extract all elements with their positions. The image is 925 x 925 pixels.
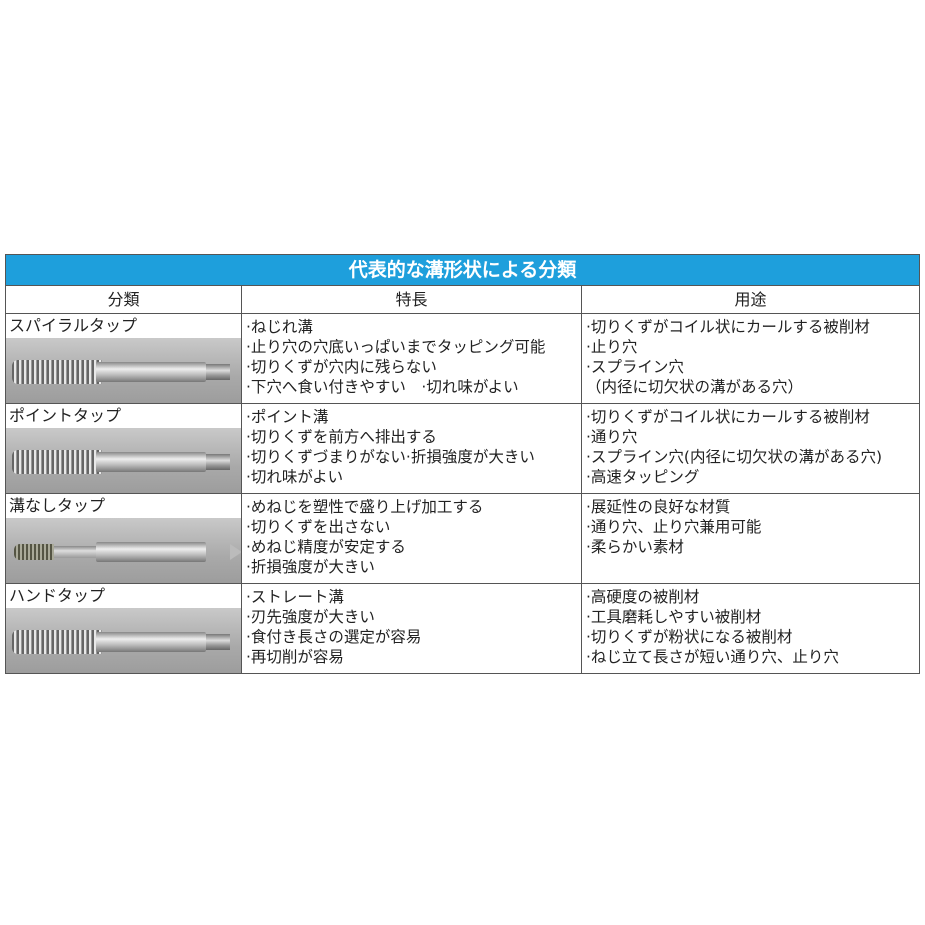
header-uses: 用途 bbox=[734, 290, 767, 309]
table-row: ハンドタップ ·ストレート溝 ·刃先強度が大きい ·食付き長さの選定が容易 ·再切削が… bbox=[6, 584, 919, 673]
header-row: 分類 特長 用途 bbox=[6, 286, 919, 314]
features-cell: ·ねじれ溝 ·止り穴の穴底いっぱいまでタッピング可能 ·切りくずが穴内に残らない ·下… bbox=[242, 314, 582, 403]
tap-name: 溝なしタップ bbox=[9, 496, 106, 515]
uses-cell: ·展延性の良好な材質 ·通り穴、止り穴兼用可能 ·柔らかい素材 bbox=[586, 498, 762, 556]
fluteless-tap-photo bbox=[6, 518, 241, 583]
header-features: 特長 bbox=[242, 286, 582, 313]
table-row: スパイラルタップ ·ねじれ溝 ·止り穴の穴底いっぱいまでタッピング可能 ·切りくずが… bbox=[6, 314, 919, 404]
features-cell: ·ストレート溝 ·刃先強度が大きい ·食付き長さの選定が容易 ·再切削が容易 bbox=[242, 584, 582, 673]
tap-name: ポイントタップ bbox=[9, 406, 122, 425]
features-cell: ·ポイント溝 ·切りくずを前方へ排出する ·切りくずづまりがない·折損強度が大きい ·… bbox=[242, 404, 582, 493]
table-row: ポイントタップ ·ポイント溝 ·切りくずを前方へ排出する ·切りくずづまりがない·折… bbox=[6, 404, 919, 494]
point-tap-photo bbox=[6, 428, 241, 493]
tap-name: ハンドタップ bbox=[9, 586, 106, 605]
uses-cell: ·高硬度の被削材 ·工具磨耗しやすい被削材 ·切りくずが粉状になる被削材 ·ねじ立て長… bbox=[586, 588, 839, 666]
tap-classification-table: 代表的な溝形状による分類 分類 特長 用途 スパイラルタップ ·ねじれ溝 ·止り穴… bbox=[5, 254, 920, 674]
table-title: 代表的な溝形状による分類 bbox=[6, 255, 919, 286]
uses-cell: ·切りくずがコイル状にカールする被削材 ·止り穴 ·スプライン穴 （内径に切欠状の溝が… bbox=[586, 318, 870, 396]
spiral-tap-photo bbox=[6, 338, 241, 403]
tap-name: スパイラルタップ bbox=[9, 316, 138, 335]
hand-tap-photo bbox=[6, 608, 241, 673]
header-classification: 分類 bbox=[6, 286, 242, 313]
uses-cell: ·切りくずがコイル状にカールする被削材 ·通り穴 ·スプライン穴(内径に切欠状の溝が… bbox=[586, 408, 883, 486]
table-row: 溝なしタップ ·めねじを塑性で盛り上げ加工する ·切りくずを出さない ·めねじ精度が… bbox=[6, 494, 919, 584]
features-cell: ·めねじを塑性で盛り上げ加工する ·切りくずを出さない ·めねじ精度が安定する ·折損… bbox=[242, 494, 582, 583]
